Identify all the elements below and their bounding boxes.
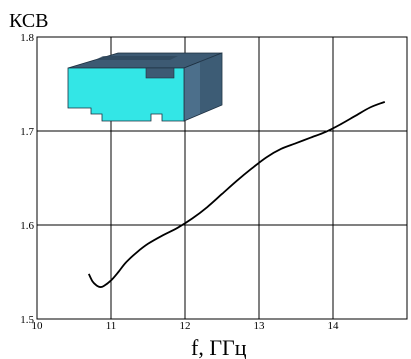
x-tick-label: 13: [254, 320, 266, 332]
x-tick-label: 10: [32, 320, 44, 332]
y-tick-label: 1.5: [20, 314, 34, 326]
y-tick-label: 1.8: [20, 32, 34, 44]
model-top-step: [145, 67, 175, 79]
series-line: [87, 101, 386, 289]
y-tick-label: 1.7: [20, 126, 34, 138]
series-layer: [87, 101, 386, 289]
x-tick-label: 11: [106, 320, 117, 332]
model-front-face: [67, 67, 185, 122]
tick-labels: 10 11 12 13 14 1.5 1.6 1.7 1.8: [20, 32, 339, 332]
waveguide-3d-model-icon: [67, 52, 223, 122]
x-axis-label: f, ГГц: [191, 335, 247, 359]
y-axis-label: КСВ: [9, 10, 49, 32]
model-top-slot: [95, 56, 178, 60]
x-tick-label: 14: [328, 320, 340, 332]
x-tick-label: 12: [180, 320, 191, 332]
model-side-shade: [200, 53, 222, 114]
y-tick-label: 1.6: [20, 220, 34, 232]
plot-frame: [36, 36, 408, 320]
